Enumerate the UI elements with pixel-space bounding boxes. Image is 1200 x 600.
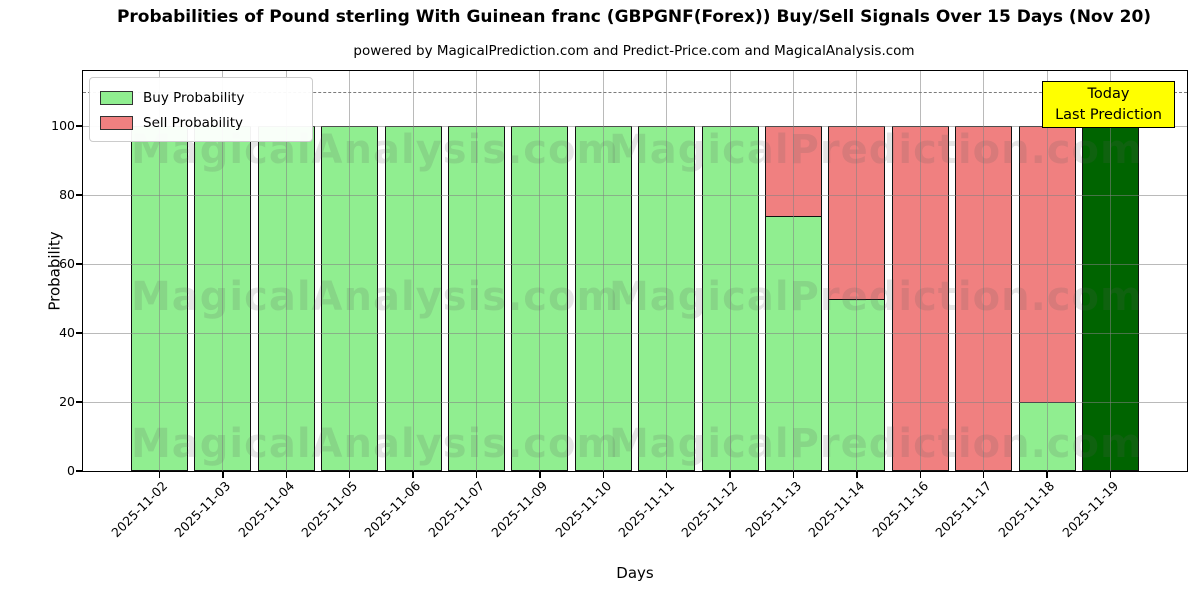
chart-title: Probabilities of Pound sterling With Gui… xyxy=(116,7,1152,27)
x-tick-mark xyxy=(475,472,478,478)
watermark-layer: MagicalAnalysis.com MagicalPrediction.co… xyxy=(83,71,1187,471)
x-tick-label: 2025-11-16 xyxy=(868,478,931,541)
x-tick-mark xyxy=(666,472,668,478)
x-tick-label: 2025-11-11 xyxy=(615,478,678,541)
legend-label-buy: Buy Probability xyxy=(143,89,245,106)
y-tick-label: 0 xyxy=(67,463,75,478)
vertical-gridline xyxy=(1046,71,1048,471)
x-tick-mark xyxy=(222,472,224,478)
x-tick-mark xyxy=(349,472,351,478)
x-tick-mark xyxy=(983,472,985,478)
x-tick-mark xyxy=(602,472,604,478)
y-tick-mark xyxy=(76,470,82,472)
vertical-gridline xyxy=(285,71,287,471)
x-tick-mark xyxy=(856,472,858,478)
annotation-line-1: Today xyxy=(1087,85,1130,102)
chart-subtitle: powered by MagicalPrediction.com and Pre… xyxy=(353,43,915,59)
x-tick-label: 2025-11-07 xyxy=(425,478,488,541)
x-axis-title: Days xyxy=(616,564,654,582)
y-tick-mark xyxy=(76,332,82,334)
y-tick-label: 20 xyxy=(59,394,75,410)
y-tick-label: 80 xyxy=(59,187,75,203)
x-tick-label: 2025-11-05 xyxy=(298,478,361,541)
buy-swatch-icon xyxy=(100,90,133,105)
y-axis-title: Probability xyxy=(45,231,64,311)
x-tick-mark xyxy=(919,472,921,478)
y-tick-label: 40 xyxy=(59,325,75,341)
y-tick-mark xyxy=(76,263,82,265)
x-tick-label: 2025-11-10 xyxy=(551,478,614,541)
vertical-gridline xyxy=(602,71,604,471)
watermark-text: MagicalPrediction.com xyxy=(609,421,1143,467)
watermark-text: MagicalAnalysis.com xyxy=(131,274,620,320)
watermark-text: MagicalPrediction.com xyxy=(609,127,1143,173)
annotation-line-2: Last Prediction xyxy=(1055,106,1162,123)
x-tick-mark xyxy=(158,472,161,478)
plot-area: MagicalAnalysis.com MagicalPrediction.co… xyxy=(46,70,1188,582)
x-tick-label: 2025-11-03 xyxy=(171,478,234,541)
vertical-gridline xyxy=(856,71,858,471)
x-tick-label: 2025-11-14 xyxy=(805,478,868,541)
x-tick-mark xyxy=(285,472,287,478)
x-tick-label: 2025-11-13 xyxy=(742,478,805,541)
horizontal-gridline xyxy=(83,125,1187,127)
horizontal-gridline xyxy=(83,263,1187,265)
threshold-dashed-line xyxy=(83,91,1187,93)
vertical-gridline xyxy=(539,71,541,471)
vertical-gridline xyxy=(666,71,668,471)
watermark-text: MagicalAnalysis.com xyxy=(131,421,620,467)
x-tick-mark xyxy=(539,472,541,478)
legend-item-buy: Buy Probability xyxy=(100,85,302,110)
y-tick-mark xyxy=(76,125,82,127)
vertical-gridline xyxy=(1110,71,1111,471)
legend-item-sell: Sell Probability xyxy=(100,110,302,135)
vertical-gridline xyxy=(349,71,351,471)
y-tick-mark xyxy=(76,194,82,196)
vertical-gridline xyxy=(729,71,731,471)
sell-swatch-icon xyxy=(100,115,133,130)
vertical-gridline xyxy=(476,71,477,471)
legend-label-sell: Sell Probability xyxy=(143,114,244,131)
today-annotation-box: Today Last Prediction xyxy=(1042,81,1175,128)
vertical-gridline xyxy=(222,71,224,471)
legend: Buy Probability Sell Probability xyxy=(89,77,313,142)
x-tick-mark xyxy=(412,472,414,478)
y-tick-label: 60 xyxy=(59,256,75,272)
x-tick-label: 2025-11-06 xyxy=(361,478,424,541)
grid-layer xyxy=(83,71,1187,471)
horizontal-gridline xyxy=(83,332,1187,334)
vertical-gridline xyxy=(919,71,921,471)
x-tick-label: 2025-11-12 xyxy=(678,478,741,541)
y-tick-label: 100 xyxy=(51,118,75,134)
horizontal-gridline xyxy=(83,194,1187,196)
vertical-gridline xyxy=(983,71,985,471)
x-tick-mark xyxy=(1046,472,1048,478)
x-tick-label: 2025-11-17 xyxy=(932,478,995,541)
x-tick-label: 2025-11-09 xyxy=(488,478,551,541)
y-tick-mark xyxy=(76,401,82,403)
x-tick-label: 2025-11-19 xyxy=(1059,478,1122,541)
x-tick-mark xyxy=(792,472,795,478)
vertical-gridline xyxy=(793,71,794,471)
x-tick-mark xyxy=(1109,472,1112,478)
watermark-text: MagicalPrediction.com xyxy=(609,274,1143,320)
x-tick-label: 2025-11-18 xyxy=(995,478,1058,541)
x-tick-mark xyxy=(729,472,731,478)
vertical-gridline xyxy=(412,71,414,471)
horizontal-gridline xyxy=(83,401,1187,403)
x-tick-label: 2025-11-04 xyxy=(234,478,297,541)
x-tick-label: 2025-11-02 xyxy=(108,478,171,541)
vertical-gridline xyxy=(159,71,160,471)
